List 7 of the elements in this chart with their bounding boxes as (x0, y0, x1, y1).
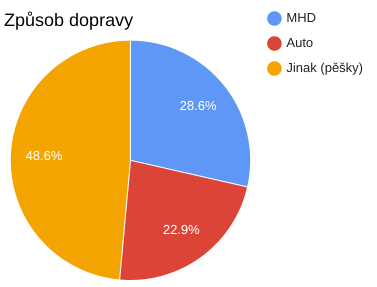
data-label: 28.6% (180, 98, 217, 113)
data-label: 48.6% (26, 148, 63, 163)
chart-title: Způsob dopravy (4, 10, 134, 30)
legend-label: Auto (286, 35, 314, 50)
legend-label: Jinak (pěšky) (286, 60, 363, 76)
legend-label: MHD (286, 10, 316, 26)
data-label: 22.9% (162, 222, 200, 237)
